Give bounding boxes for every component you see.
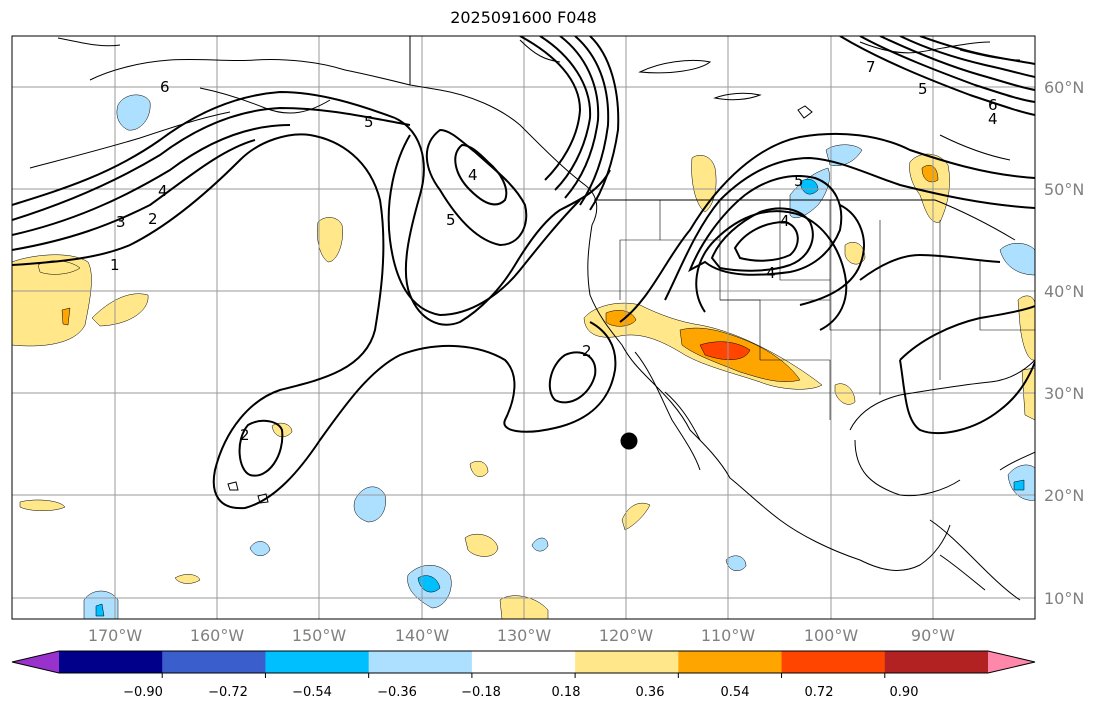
colorbar-outline [11,650,1036,674]
contour-label: 5 [918,80,928,98]
contour-label: 5 [364,113,374,131]
lon-label-120w: 120°W [599,626,654,645]
colorbar-segment [162,651,266,673]
lat-label-60n: 60°N [1044,78,1084,97]
lon-label-140w: 140°W [395,626,450,645]
latitude-labels: 60°N 50°N 40°N 30°N 20°N 10°N [1044,78,1084,608]
colorbar-tick-label: 0.72 [805,685,834,700]
anomaly-fills [12,94,1035,619]
contour-label: 5 [446,211,456,229]
contour-label: 7 [866,58,876,76]
colorbar-extend-high [988,651,1035,673]
coastlines [29,36,1035,601]
colorbar-tick-label: −0.18 [461,685,501,700]
colorbar-tick-label: 0.54 [721,685,750,700]
contour-label: 2 [582,342,592,360]
colorbar-segment [59,651,163,673]
colorbar-tick-label: 0.36 [636,685,665,700]
contour-label: 1 [110,256,120,274]
lon-label-100w: 100°W [804,626,859,645]
graticule [12,36,1035,619]
contour-label: 6 [988,96,998,114]
lon-label-170w: 170°W [88,626,143,645]
colorbar-segment [678,651,783,673]
colorbar-segment [781,651,886,673]
lat-label-20n: 20°N [1044,486,1084,505]
contour-label: 4 [468,166,478,184]
lon-label-160w: 160°W [190,626,245,645]
lon-label-90w: 90°W [911,626,955,645]
contour-label: 6 [160,78,170,96]
colorbar-segment [575,651,679,673]
colorbar-tick-labels: −0.90 −0.72 −0.54 −0.36 −0.18 0.18 0.36 … [123,685,918,700]
black-dot-marker [620,432,638,450]
lat-label-10n: 10°N [1044,589,1084,608]
lon-label-130w: 130°W [497,626,552,645]
colorbar [11,650,1036,678]
contour-label: 4 [780,212,790,230]
contour-label: 5 [794,172,804,190]
colorbar-segment [471,651,576,673]
colorbar-segment [884,651,989,673]
colorbar-segment [265,651,370,673]
colorbar-tick-label: 0.18 [552,685,581,700]
contour-label: 2 [240,426,250,444]
lat-label-30n: 30°N [1044,384,1084,403]
contour-label: 4 [988,110,998,128]
colorbar-tick-label: 0.90 [890,685,919,700]
height-contours [12,36,1035,510]
lon-label-110w: 110°W [701,626,756,645]
colorbar-tick-label: −0.90 [123,685,163,700]
colorbar-tick-label: −0.36 [377,685,417,700]
colorbar-extend-low [12,651,59,673]
lat-label-50n: 50°N [1044,180,1084,199]
contour-label: 4 [158,182,168,200]
contour-labels: 6 5 4 3 2 1 4 5 2 2 5 4 4 7 5 6 4 [110,58,998,444]
contour-label: 2 [148,210,158,228]
contour-label: 4 [766,264,776,282]
colorbar-tick-label: −0.54 [292,685,332,700]
colorbar-segment [368,651,473,673]
map-frame [11,35,1036,620]
longitude-labels: 170°W 160°W 150°W 140°W 130°W 120°W 110°… [88,626,955,645]
lon-label-150w: 150°W [292,626,347,645]
map-title: 2025091600 F048 [450,8,597,27]
lat-label-40n: 40°N [1044,282,1084,301]
contour-label: 3 [116,213,126,231]
colorbar-tick-label: −0.72 [208,685,248,700]
